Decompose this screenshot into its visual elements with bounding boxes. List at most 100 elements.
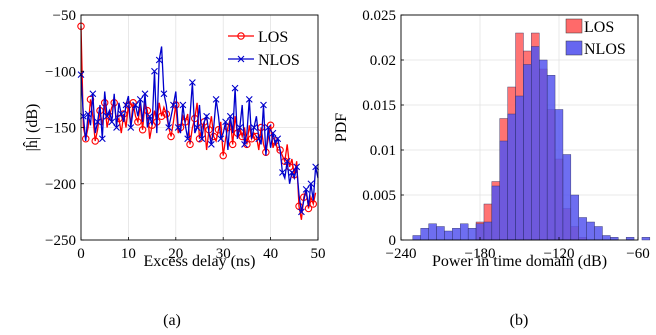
bar-nlos [499,140,508,241]
data-point-los [167,132,175,141]
legend-label: NLOS [584,41,626,58]
data-point-nlos [165,124,173,131]
data-point-nlos [255,135,263,143]
bar-nlos [578,217,587,241]
data-point-nlos [212,95,220,103]
y-tick-label: −250 [45,233,76,249]
legend-swatch [565,40,583,56]
data-point-nlos [98,135,106,143]
y-tick-label: −100 [45,64,76,80]
legend-marker [237,55,245,63]
data-point-los [219,151,227,160]
data-point-los [134,118,142,126]
bar-nlos [594,226,603,241]
data-point-nlos [222,118,229,126]
data-point-nlos [103,112,111,120]
y-axis-label: |ĥ| (dB) [22,104,41,152]
data-point-nlos [245,95,253,103]
data-point-nlos [132,101,139,109]
x-axis-label: Excess delay (ns) [144,253,256,270]
data-point-los [252,132,261,141]
data-point-los [238,132,246,141]
panel-label: (b) [510,312,529,329]
data-point-los [214,126,223,134]
data-point-nlos [293,163,301,171]
y-tick-label: −200 [45,177,76,193]
bar-nlos [460,223,469,241]
data-point-nlos [155,56,163,64]
bar-nlos [467,228,477,241]
data-point-los [129,99,137,107]
data-point-nlos [274,135,282,143]
data-point-nlos [193,124,201,131]
bar-nlos [586,221,595,241]
data-point-nlos [136,95,144,103]
data-point-nlos [302,185,310,193]
legend: LOS NLOS [228,29,300,69]
bar-nlos [491,185,500,241]
y-axis-label: PDF [333,113,350,142]
y-tick-label: 0.015 [362,98,396,114]
data-point-nlos [160,90,168,98]
data-point-nlos [127,124,135,131]
data-point-nlos [151,67,158,75]
panel-label: (a) [163,312,181,329]
bar-nlos [554,109,564,241]
data-point-nlos [89,90,97,98]
data-point-nlos [250,124,258,131]
x-tick-label: 40 [263,246,278,262]
y-tick-label: −50 [53,8,76,24]
axes-box [400,14,639,241]
data-point-nlos [94,118,101,126]
bar-nlos [420,228,429,241]
data-point-nlos [236,124,244,131]
x-axis-label: Power in time domain (dB) [432,253,607,270]
bar-nlos [507,113,516,241]
bar-nlos [412,235,421,241]
bar-nlos [515,95,524,241]
data-point-nlos [146,112,154,120]
panel-b: −240 −180 −120 −60 0 0.005 0.01 0.015 0.02 0.025 L… [333,8,651,329]
x-tick-label: 20 [168,246,183,262]
data-point-los [138,126,147,134]
legend-label: LOS [258,29,288,46]
data-point-nlos [170,101,177,109]
bar-nlos [546,75,556,241]
data-point-los [172,101,180,109]
data-point-nlos [226,112,234,120]
data-point-nlos [241,140,248,148]
data-point-nlos [298,208,305,216]
data-point-nlos [207,140,215,148]
series-line-nlos [80,46,319,213]
data-point-nlos [179,101,187,109]
data-point-nlos [203,112,210,120]
data-point-los [243,140,251,149]
bar-nlos [539,59,548,241]
data-point-nlos [260,101,267,109]
panel-a: 0 10 20 30 40 50 −50 −100 −150 −200 −250 LOS NLOS Exc… [22,8,326,329]
bar-nlos [483,221,493,241]
x-tick-label: 50 [311,246,326,262]
data-point-nlos [141,90,149,98]
x-tick-label: −240 [386,246,417,262]
data-point-los [309,200,318,208]
y-tick-label: 0.01 [370,143,396,159]
bar-nlos [444,230,453,241]
data-point-nlos [184,135,192,143]
data-point-nlos [174,124,182,131]
x-tick-label: −60 [626,246,649,262]
data-point-los [157,112,166,121]
bar-nlos [523,64,532,241]
x-tick-label: 30 [216,246,231,262]
data-point-los [119,110,128,118]
bar-nlos [641,237,651,241]
data-point-nlos [307,180,315,188]
data-point-nlos [84,110,92,118]
legend-swatch [565,18,583,34]
data-point-nlos [231,84,239,92]
legend: LOS NLOS [565,18,626,58]
data-point-nlos [113,124,120,131]
data-point-nlos [122,101,130,109]
data-point-los [209,132,218,141]
